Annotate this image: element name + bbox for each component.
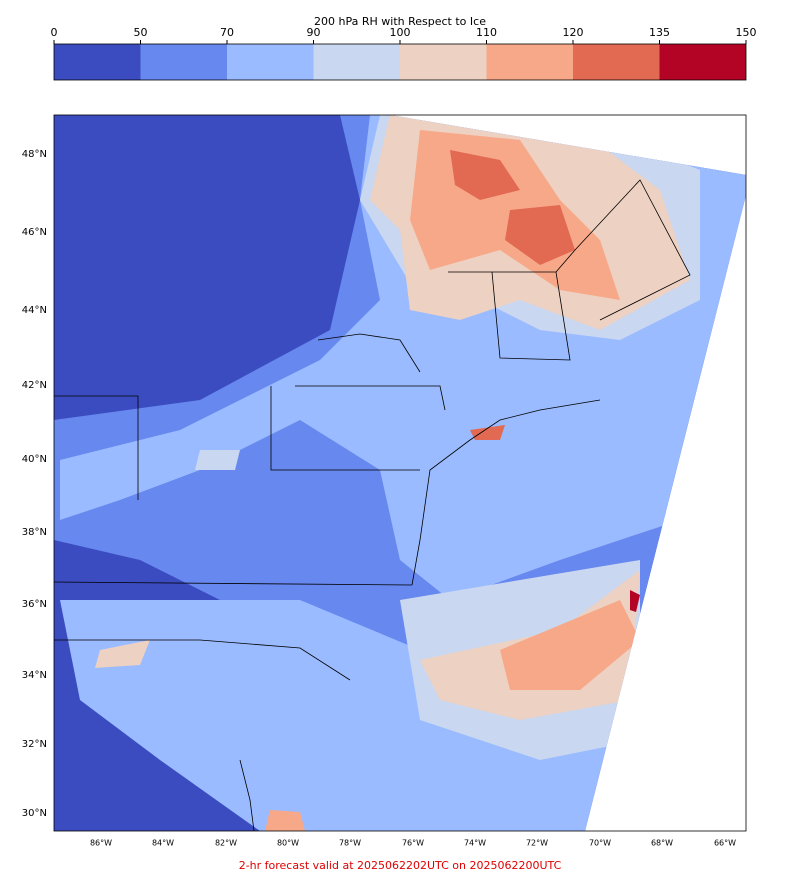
lon-label: 66°W	[714, 839, 736, 848]
colorbar-tick-label: 110	[476, 26, 497, 39]
lat-label: 48°N	[22, 149, 47, 160]
lat-label: 32°N	[22, 739, 47, 750]
lat-label: 34°N	[22, 670, 47, 681]
colorbar-title: 200 hPa RH with Respect to Ice	[314, 15, 486, 28]
colorbar-tick-label: 150	[736, 26, 757, 39]
lon-label: 78°W	[339, 839, 361, 848]
colorbar-tick-label: 120	[563, 26, 584, 39]
rh-contour	[630, 590, 640, 612]
colorbar-tick-label: 90	[307, 26, 321, 39]
lon-label: 74°W	[464, 839, 486, 848]
lon-label: 68°W	[651, 839, 673, 848]
lon-label: 84°W	[152, 839, 174, 848]
rh-contour	[500, 600, 640, 690]
lon-label: 70°W	[589, 839, 611, 848]
colorbar-segment	[573, 44, 660, 80]
lon-label: 72°W	[526, 839, 548, 848]
rh-contour	[265, 810, 305, 831]
lon-label: 82°W	[215, 839, 237, 848]
colorbar: 0 50 70 90 100 110 120 135 150	[51, 26, 757, 81]
colorbar-segment	[54, 44, 141, 80]
rh-contour	[470, 425, 505, 440]
colorbar-tick-label: 70	[220, 26, 234, 39]
colorbar-segment	[227, 44, 314, 80]
lat-label: 40°N	[22, 454, 47, 465]
lon-label: 76°W	[402, 839, 424, 848]
borders	[53, 179, 691, 832]
rh-contour	[450, 150, 520, 200]
rh-field	[54, 115, 746, 831]
colorbar-segment	[140, 44, 227, 80]
lon-label: 80°W	[277, 839, 299, 848]
colorbar-tick-label: 0	[51, 26, 58, 39]
lat-label: 38°N	[22, 527, 47, 538]
colorbar-tick-label: 100	[390, 26, 411, 39]
colorbar-segment	[659, 44, 746, 80]
rh-contour	[195, 450, 240, 470]
colorbar-segment	[486, 44, 573, 80]
lat-label: 30°N	[22, 808, 47, 819]
lat-label: 36°N	[22, 599, 47, 610]
rh-contour	[505, 205, 575, 265]
colorbar-segment	[313, 44, 400, 80]
axis-labels: 48°N 46°N 44°N 42°N 40°N 38°N 36°N 34°N 32°N 30°N…	[22, 149, 736, 848]
colorbar-tick-label: 50	[134, 26, 148, 39]
lon-label: 86°W	[90, 839, 112, 848]
colorbar-tick-label: 135	[649, 26, 670, 39]
lat-label: 44°N	[22, 305, 47, 316]
colorbar-segment	[400, 44, 487, 80]
rh-contour	[95, 640, 150, 668]
footer: 2-hr forecast valid at 2025062202UTC on …	[239, 859, 562, 872]
map-frame	[53, 114, 747, 832]
lat-label: 42°N	[22, 380, 47, 391]
lat-label: 46°N	[22, 227, 47, 238]
